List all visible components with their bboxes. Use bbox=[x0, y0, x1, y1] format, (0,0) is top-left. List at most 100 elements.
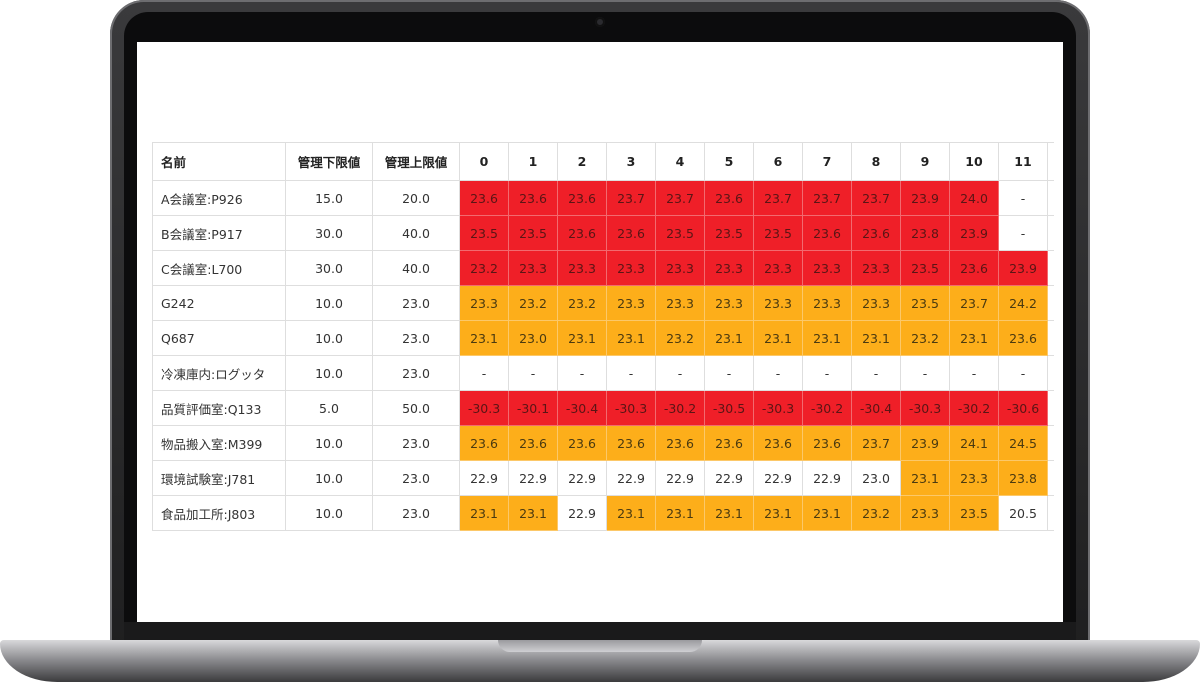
value-cell: 23.7 bbox=[949, 285, 999, 321]
header-hour-6: 6 bbox=[753, 142, 803, 181]
value-cell: 23.6 bbox=[704, 425, 754, 461]
value-cell: 23.6 bbox=[851, 215, 901, 251]
row-lower-limit: 10.0 bbox=[285, 460, 373, 496]
value-cell: - bbox=[949, 355, 999, 391]
value-cell: -30.3 bbox=[459, 390, 509, 426]
value-cell: 23.2 bbox=[851, 495, 901, 531]
header-name: 名前 bbox=[152, 142, 286, 181]
value-cell: 23.5 bbox=[459, 215, 509, 251]
value-cell: 22.9 bbox=[704, 460, 754, 496]
value-cell: - bbox=[753, 355, 803, 391]
value-cell: 23.1 bbox=[900, 460, 950, 496]
value-cell: 23.6 bbox=[606, 425, 656, 461]
row-lower-limit: 30.0 bbox=[285, 215, 373, 251]
value-cell: 23.1 bbox=[851, 320, 901, 356]
row-name: 品質評価室:Q133 bbox=[152, 390, 286, 426]
value-cell: 22.9 bbox=[655, 460, 705, 496]
value-cell: -30.4 bbox=[851, 390, 901, 426]
value-cell: -30.4 bbox=[557, 390, 607, 426]
camera-icon bbox=[595, 17, 605, 27]
value-cell: 23.1 bbox=[753, 495, 803, 531]
value-cell: 23.3 bbox=[802, 250, 852, 286]
row-upper-limit: 23.0 bbox=[372, 495, 460, 531]
temperature-table: 名前 管理下限値 管理上限値 0 1 2 3 4 5 6 7 8 9 10 11 A会議室:P926 1… bbox=[152, 142, 1054, 531]
row-upper-limit: 40.0 bbox=[372, 250, 460, 286]
value-cell: 23.5 bbox=[508, 215, 558, 251]
value-cell: 23.0 bbox=[851, 460, 901, 496]
row-upper-limit: 50.0 bbox=[372, 390, 460, 426]
table-row: B会議室:P917 30.0 40.0 23.5 23.5 23.6 23.6 23.5 23.… bbox=[152, 215, 1054, 251]
value-cell: - bbox=[802, 355, 852, 391]
overflow-cell bbox=[1047, 425, 1054, 461]
value-cell: 23.1 bbox=[949, 320, 999, 356]
screen: 名前 管理下限値 管理上限値 0 1 2 3 4 5 6 7 8 9 10 11 A会議室:P926 1… bbox=[137, 42, 1063, 622]
value-cell: - bbox=[508, 355, 558, 391]
value-cell: -30.3 bbox=[753, 390, 803, 426]
value-cell: 23.3 bbox=[459, 285, 509, 321]
table-row: G242 10.0 23.0 23.3 23.2 23.2 23.3 23.3 23.3 23.3… bbox=[152, 285, 1054, 321]
row-name: 物品搬入室:M399 bbox=[152, 425, 286, 461]
row-upper-limit: 40.0 bbox=[372, 215, 460, 251]
value-cell: -30.3 bbox=[606, 390, 656, 426]
value-cell: 23.7 bbox=[606, 180, 656, 216]
value-cell: - bbox=[998, 180, 1048, 216]
table-row: A会議室:P926 15.0 20.0 23.6 23.6 23.6 23.7 23.7 23.… bbox=[152, 180, 1054, 216]
table-row: Q687 10.0 23.0 23.1 23.0 23.1 23.1 23.2 23.1 23.1… bbox=[152, 320, 1054, 356]
value-cell: 23.5 bbox=[900, 250, 950, 286]
value-cell: -30.6 bbox=[998, 390, 1048, 426]
value-cell: 23.1 bbox=[606, 320, 656, 356]
value-cell: 22.9 bbox=[753, 460, 803, 496]
row-lower-limit: 30.0 bbox=[285, 250, 373, 286]
value-cell: 22.9 bbox=[459, 460, 509, 496]
value-cell: 23.6 bbox=[557, 180, 607, 216]
row-name: 冷凍庫内:ログッタ bbox=[152, 355, 286, 391]
value-cell: 22.9 bbox=[508, 460, 558, 496]
row-lower-limit: 10.0 bbox=[285, 320, 373, 356]
value-cell: 23.1 bbox=[753, 320, 803, 356]
value-cell: 23.2 bbox=[900, 320, 950, 356]
table-row: 品質評価室:Q133 5.0 50.0 -30.3 -30.1 -30.4 -30.3 -30… bbox=[152, 390, 1054, 426]
value-cell: 23.3 bbox=[949, 460, 999, 496]
table-row: 環境試験室:J781 10.0 23.0 22.9 22.9 22.9 22.9 22.9 22… bbox=[152, 460, 1054, 496]
header-hour-8: 8 bbox=[851, 142, 901, 181]
value-cell: 23.7 bbox=[655, 180, 705, 216]
value-cell: - bbox=[998, 215, 1048, 251]
value-cell: -30.5 bbox=[704, 390, 754, 426]
row-name: B会議室:P917 bbox=[152, 215, 286, 251]
row-name: C会議室:L700 bbox=[152, 250, 286, 286]
value-cell: 23.3 bbox=[753, 285, 803, 321]
value-cell: 23.2 bbox=[557, 285, 607, 321]
row-name: A会議室:P926 bbox=[152, 180, 286, 216]
value-cell: -30.2 bbox=[802, 390, 852, 426]
value-cell: 23.0 bbox=[508, 320, 558, 356]
header-hour-9: 9 bbox=[900, 142, 950, 181]
value-cell: 23.6 bbox=[949, 250, 999, 286]
value-cell: 23.6 bbox=[459, 425, 509, 461]
row-lower-limit: 10.0 bbox=[285, 495, 373, 531]
overflow-cell bbox=[1047, 390, 1054, 426]
value-cell: 23.5 bbox=[900, 285, 950, 321]
value-cell: 23.2 bbox=[459, 250, 509, 286]
row-lower-limit: 10.0 bbox=[285, 285, 373, 321]
value-cell: 23.6 bbox=[802, 425, 852, 461]
value-cell: 23.6 bbox=[606, 215, 656, 251]
table-row: 物品搬入室:M399 10.0 23.0 23.6 23.6 23.6 23.6 23.6 23… bbox=[152, 425, 1054, 461]
value-cell: 23.3 bbox=[802, 285, 852, 321]
row-upper-limit: 23.0 bbox=[372, 425, 460, 461]
value-cell: 23.6 bbox=[508, 425, 558, 461]
header-hour-7: 7 bbox=[802, 142, 852, 181]
overflow-cell bbox=[1047, 250, 1054, 286]
value-cell: - bbox=[606, 355, 656, 391]
overflow-cell bbox=[1047, 355, 1054, 391]
value-cell: 20.5 bbox=[998, 495, 1048, 531]
value-cell: -30.1 bbox=[508, 390, 558, 426]
value-cell: 23.5 bbox=[753, 215, 803, 251]
row-name: 食品加工所:J803 bbox=[152, 495, 286, 531]
value-cell: 23.1 bbox=[802, 320, 852, 356]
value-cell: 23.1 bbox=[704, 320, 754, 356]
value-cell: 23.6 bbox=[704, 180, 754, 216]
row-lower-limit: 10.0 bbox=[285, 355, 373, 391]
value-cell: 23.6 bbox=[753, 425, 803, 461]
row-name: G242 bbox=[152, 285, 286, 321]
row-upper-limit: 23.0 bbox=[372, 460, 460, 496]
